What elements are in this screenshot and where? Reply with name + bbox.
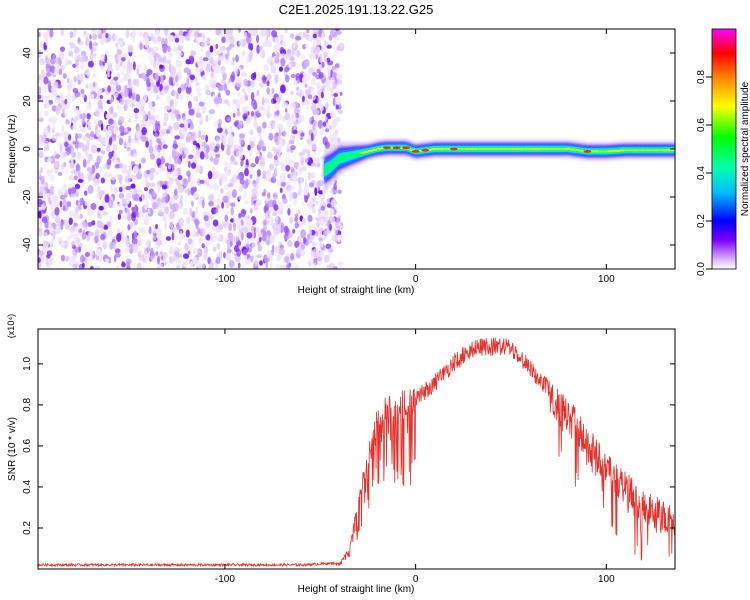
- snr-ticks: -100 0 100 0.2 0.4 0.6 0.8 1.0: [22, 329, 675, 585]
- spectrogram-y-tick-label: 40: [22, 47, 33, 59]
- colorbar-tick-label: 0.6: [696, 118, 707, 132]
- spectrogram-x-tick-label: -100: [215, 274, 235, 285]
- peak-amplitude-mark: [583, 150, 592, 153]
- spectrogram-x-tick-label: 100: [598, 274, 615, 285]
- spectrogram-x-tick-label: 0: [413, 274, 419, 285]
- spectrogram-y-tick-label: 20: [22, 95, 33, 107]
- figure-title: C2E1.2025.191.13.22.G25: [279, 2, 434, 17]
- colorbar-tick-label: 0.0: [696, 262, 707, 276]
- spectrogram-x-axis-label: Height of straight line (km): [298, 285, 415, 296]
- colorbar-tick-label: 0.4: [696, 166, 707, 180]
- spectrogram-y-tick-label: -40: [22, 237, 33, 252]
- peak-amplitude-mark: [421, 148, 430, 152]
- snr-x-tick-label: -100: [215, 574, 235, 585]
- noise-speckle-region: [38, 29, 345, 269]
- peak-amplitude-mark: [449, 147, 458, 151]
- snr-panel: -100 0 100 0.2 0.4 0.6 0.8 1.0 Height of straig…: [6, 314, 676, 595]
- spectrogram-y-tick-label: 0: [22, 146, 33, 152]
- snr-plot-area: [38, 337, 675, 568]
- snr-scale-note: (x10⁴): [6, 314, 16, 338]
- colorbar: 0.0 0.2 0.4 0.6 0.8 Normalized spectral ampl…: [696, 28, 750, 276]
- snr-x-tick-label: 0: [413, 574, 419, 585]
- spectrogram-ticks: -100 0 100 -40 -20 0 20 40: [22, 29, 675, 285]
- snr-y-tick-label: 0.4: [22, 480, 33, 494]
- spectrogram-y-tick-label: -20: [22, 189, 33, 204]
- snr-y-tick-label: 0.6: [22, 439, 33, 453]
- signal-band-4: [324, 145, 675, 175]
- spectrogram-y-axis-label: Frequency (Hz): [7, 115, 18, 184]
- peak-amplitude-mark: [383, 146, 391, 150]
- colorbar-tick-label: 0.8: [696, 70, 707, 84]
- snr-y-tick-label: 1.0: [22, 356, 33, 370]
- colorbar-gradient: [711, 28, 737, 270]
- snr-frame: [37, 328, 676, 570]
- snr-x-tick-label: 100: [598, 574, 615, 585]
- peak-amplitude-mark: [392, 146, 401, 150]
- spectrogram-heatmap: [38, 29, 675, 269]
- snr-y-axis-label: SNR (10 * v/v): [7, 417, 18, 481]
- colorbar-ticks: 0.0 0.2 0.4 0.6 0.8: [696, 70, 712, 276]
- colorbar-label: Normalized spectral amplitude: [740, 81, 750, 216]
- snr-x-axis-label: Height of straight line (km): [298, 584, 415, 595]
- peak-amplitude-mark: [411, 150, 420, 153]
- snr-series-line: [38, 337, 675, 568]
- colorbar-tick-label: 0.2: [696, 214, 707, 228]
- peak-amplitude-mark: [402, 146, 411, 150]
- signal-track: [324, 138, 675, 192]
- snr-y-tick-label: 0.2: [22, 521, 33, 535]
- signal-peaks: [383, 146, 592, 153]
- snr-y-tick-label: 0.8: [22, 398, 33, 412]
- spectrogram-panel: -100 0 100 -40 -20 0 20 40 Height of straight l…: [7, 28, 676, 296]
